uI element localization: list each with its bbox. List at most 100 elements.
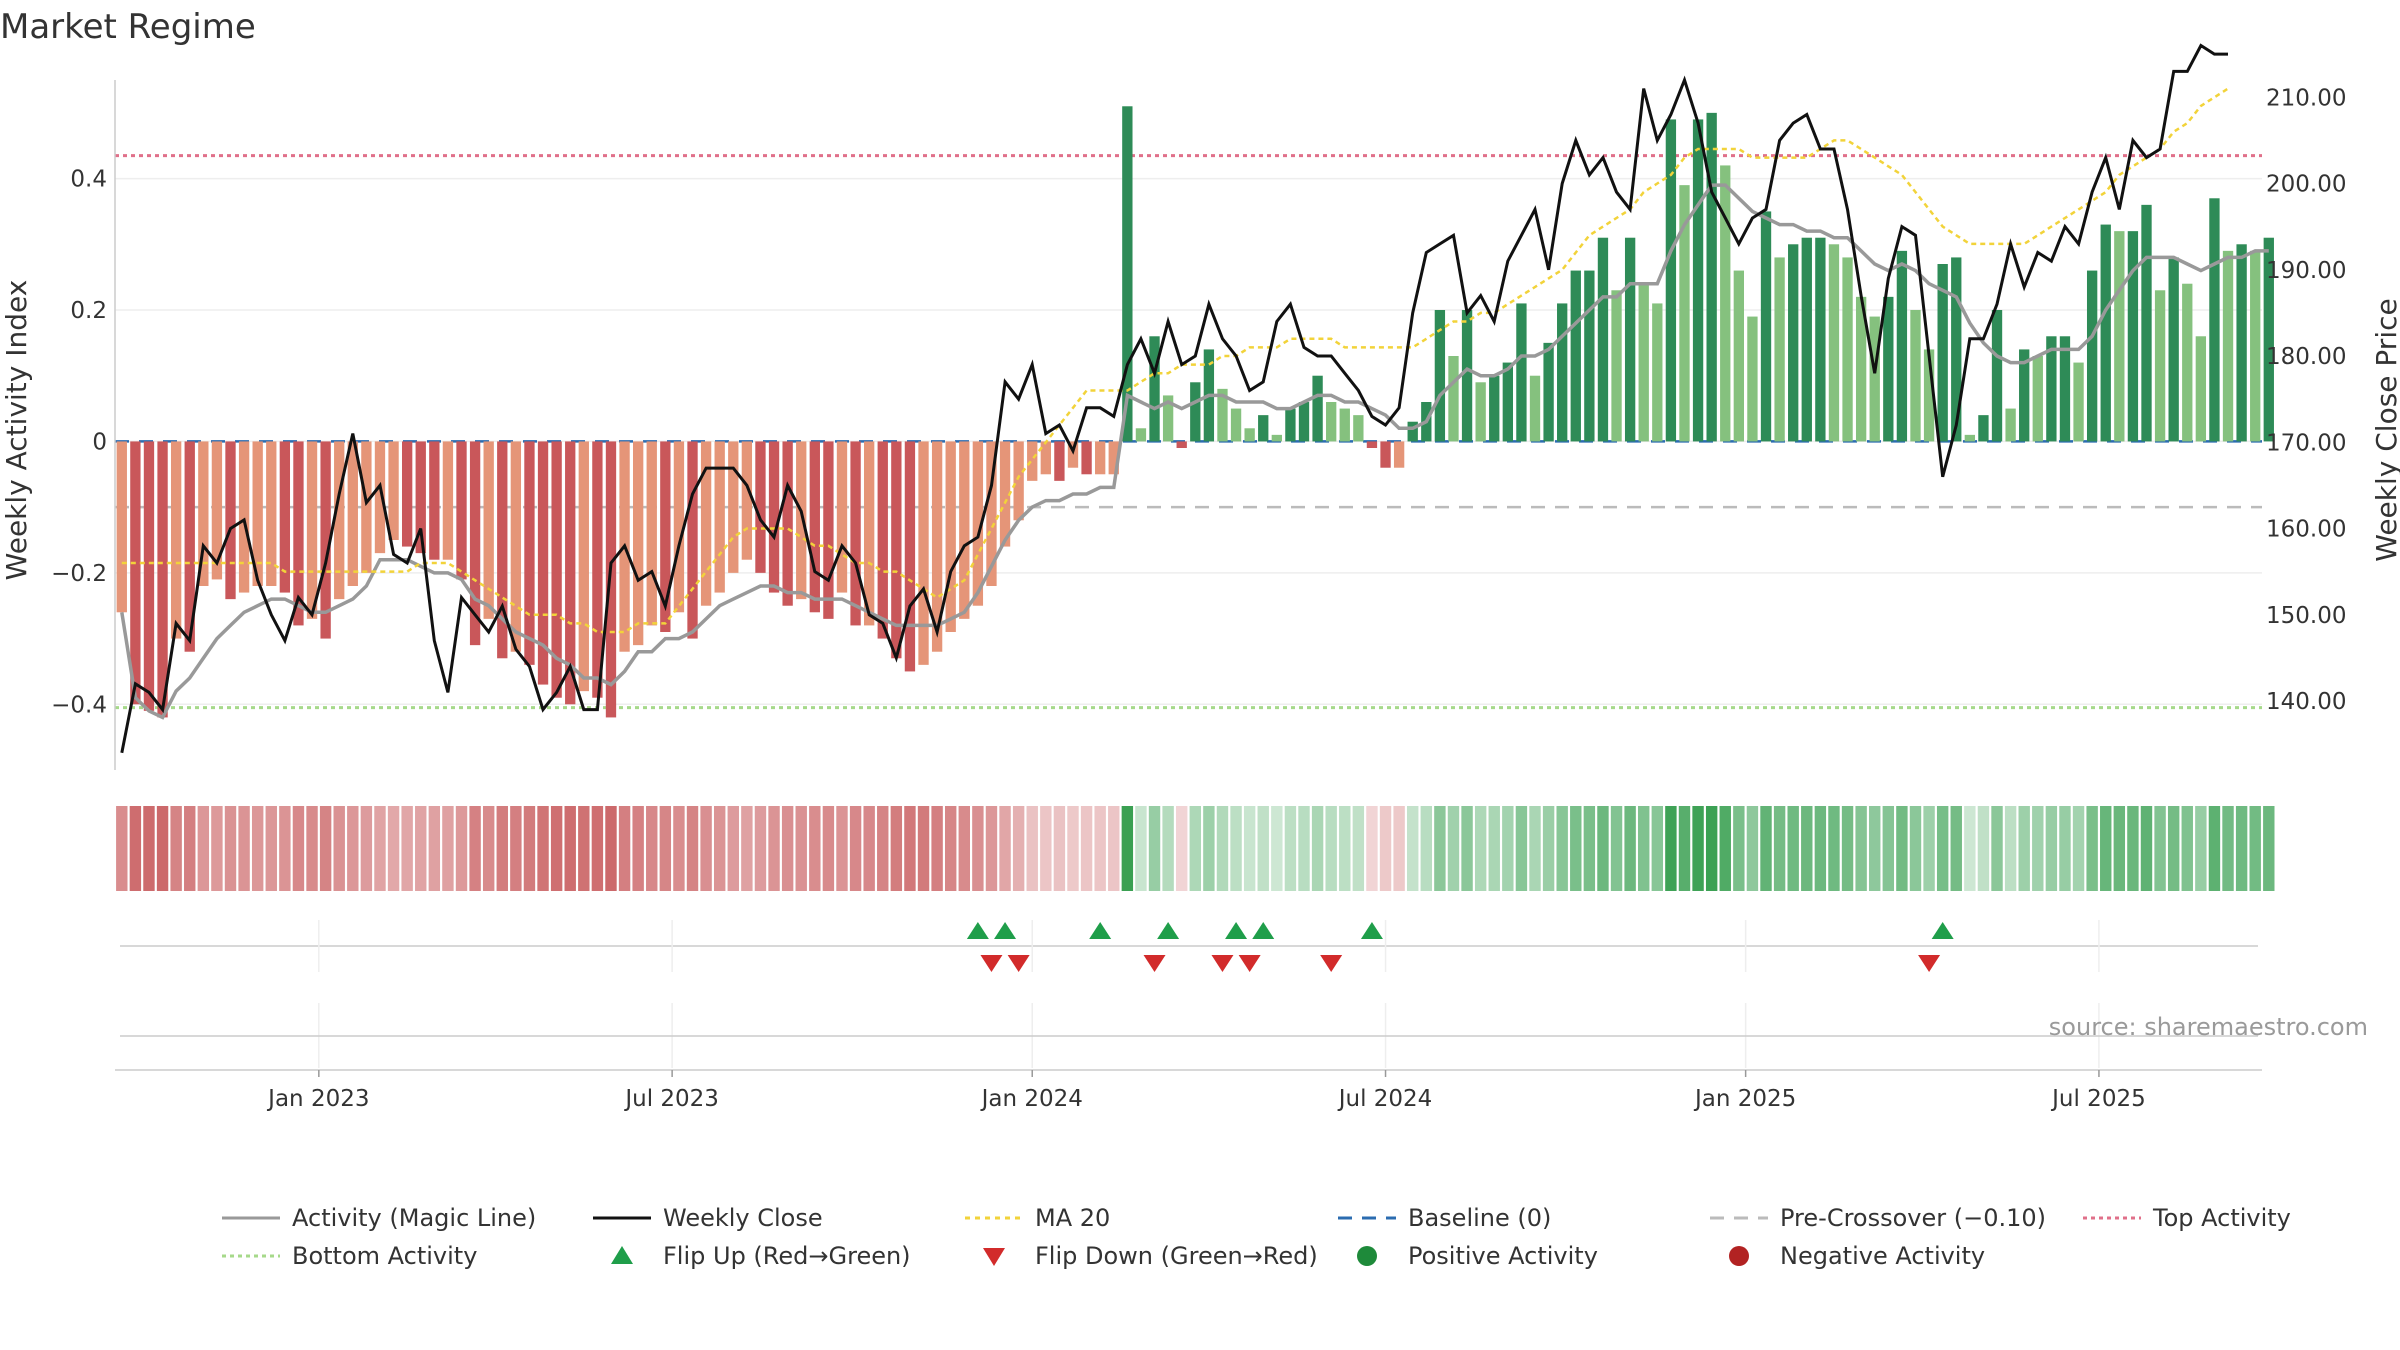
right-tick-label: 200.00 — [2266, 172, 2346, 198]
legend-flip-up-icon — [611, 1246, 633, 1264]
activity-bar — [2209, 198, 2220, 442]
activity-bar — [483, 441, 494, 619]
activity-bar — [1611, 290, 1622, 442]
activity-bar — [1230, 408, 1242, 442]
x-tick-label: Jan 2024 — [980, 1086, 1083, 1112]
series-lines — [120, 43, 2269, 754]
x-tick-label: Jul 2025 — [2050, 1086, 2146, 1112]
activity-bar — [1733, 270, 1745, 442]
heat-cell — [1882, 806, 1895, 891]
heat-cell — [333, 806, 345, 891]
heat-cell — [700, 806, 712, 891]
activity-bar — [945, 441, 956, 632]
heat-cell — [917, 806, 930, 891]
activity-bar — [1353, 415, 1364, 442]
activity-bar — [116, 441, 127, 613]
heat-cell — [1189, 806, 1202, 891]
heat-cell — [1080, 806, 1093, 891]
heat-cell — [2059, 806, 2071, 891]
activity-bar — [1122, 106, 1133, 442]
activity-bar — [1475, 382, 1486, 442]
heat-cell — [1040, 806, 1052, 891]
activity-bar — [1706, 112, 1717, 442]
activity-bar — [1597, 237, 1609, 442]
activity-bar — [1937, 264, 1948, 442]
heat-cell — [877, 806, 889, 891]
activity-bar — [334, 441, 345, 600]
activity-bar — [415, 441, 426, 554]
x-tick-label: Jul 2024 — [1337, 1086, 1433, 1112]
activity-bar — [510, 441, 522, 652]
activity-bar — [306, 441, 318, 619]
activity-bar — [401, 441, 413, 547]
activity-bar — [1543, 342, 1554, 442]
activity-bar — [1896, 250, 1908, 442]
activity-bar — [2263, 237, 2274, 442]
heat-cell — [2235, 806, 2248, 891]
legend-item: Weekly Close — [593, 1204, 823, 1232]
activity-bar — [1095, 441, 1106, 475]
flip-down-marker — [1918, 955, 1941, 972]
activity-bar — [1326, 402, 1337, 442]
activity-bar — [2222, 250, 2234, 442]
heat-cell — [265, 806, 277, 891]
heat-cell — [1094, 806, 1106, 891]
activity-bar — [551, 441, 562, 698]
activity-bar — [741, 441, 753, 560]
heat-cell — [1583, 806, 1596, 891]
activity-bar — [850, 441, 861, 626]
activity-bar — [1855, 296, 1867, 442]
activity-bar — [170, 441, 182, 639]
legend-label: Top Activity — [2152, 1204, 2291, 1232]
heat-cell — [184, 806, 196, 891]
x-tick-label: Jan 2023 — [266, 1086, 369, 1112]
flip-down-marker — [1238, 955, 1261, 972]
heat-cell — [904, 806, 916, 891]
heat-cell — [2140, 806, 2153, 891]
heat-cell — [1230, 806, 1242, 891]
heat-cell — [1379, 806, 1392, 891]
activity-bar — [524, 441, 535, 665]
heat-cell — [713, 806, 726, 891]
activity-bar — [279, 441, 291, 593]
activity-bar — [823, 441, 834, 619]
activity-bar — [1801, 237, 1812, 442]
x-tick-label: Jan 2025 — [1693, 1086, 1796, 1112]
activity-bar — [225, 441, 236, 600]
activity-bar — [442, 441, 454, 560]
activity-bar — [891, 441, 902, 659]
activity-bar — [1991, 310, 2003, 442]
activity-bar — [1883, 296, 1894, 442]
legend-item: Baseline (0) — [1338, 1204, 1551, 1232]
activity-bar — [2114, 231, 2125, 442]
heat-cell — [279, 806, 291, 891]
activity-bar — [1869, 316, 1880, 442]
activity-bar — [687, 441, 698, 639]
heat-cell — [564, 806, 576, 891]
activity-bar — [714, 441, 725, 593]
heat-cell — [1828, 806, 1840, 891]
flip-up-marker — [1089, 922, 1112, 939]
legend-label: Negative Activity — [1780, 1242, 1985, 1270]
activity-bar — [2236, 244, 2247, 442]
heat-cell — [469, 806, 481, 891]
activity-bar — [1720, 165, 1731, 442]
activity-bar — [1393, 441, 1405, 468]
activity-bar — [782, 441, 793, 606]
heat-cell — [442, 806, 454, 891]
activity-bar — [1570, 270, 1581, 442]
activity-bar — [605, 441, 617, 718]
heat-cell — [482, 806, 495, 891]
activity-bar — [2182, 283, 2193, 442]
y-axis-label-left: Weekly Activity Index — [0, 280, 33, 581]
heat-cell — [1257, 806, 1269, 891]
activity-bar — [986, 441, 997, 586]
legend-item: MA 20 — [965, 1204, 1110, 1232]
heat-cell — [985, 806, 998, 891]
activity-bar — [1815, 237, 1826, 442]
activity-bar — [1910, 310, 1921, 442]
heat-cell — [618, 806, 631, 891]
activity-bar — [1149, 336, 1160, 442]
heat-cell — [659, 806, 672, 891]
